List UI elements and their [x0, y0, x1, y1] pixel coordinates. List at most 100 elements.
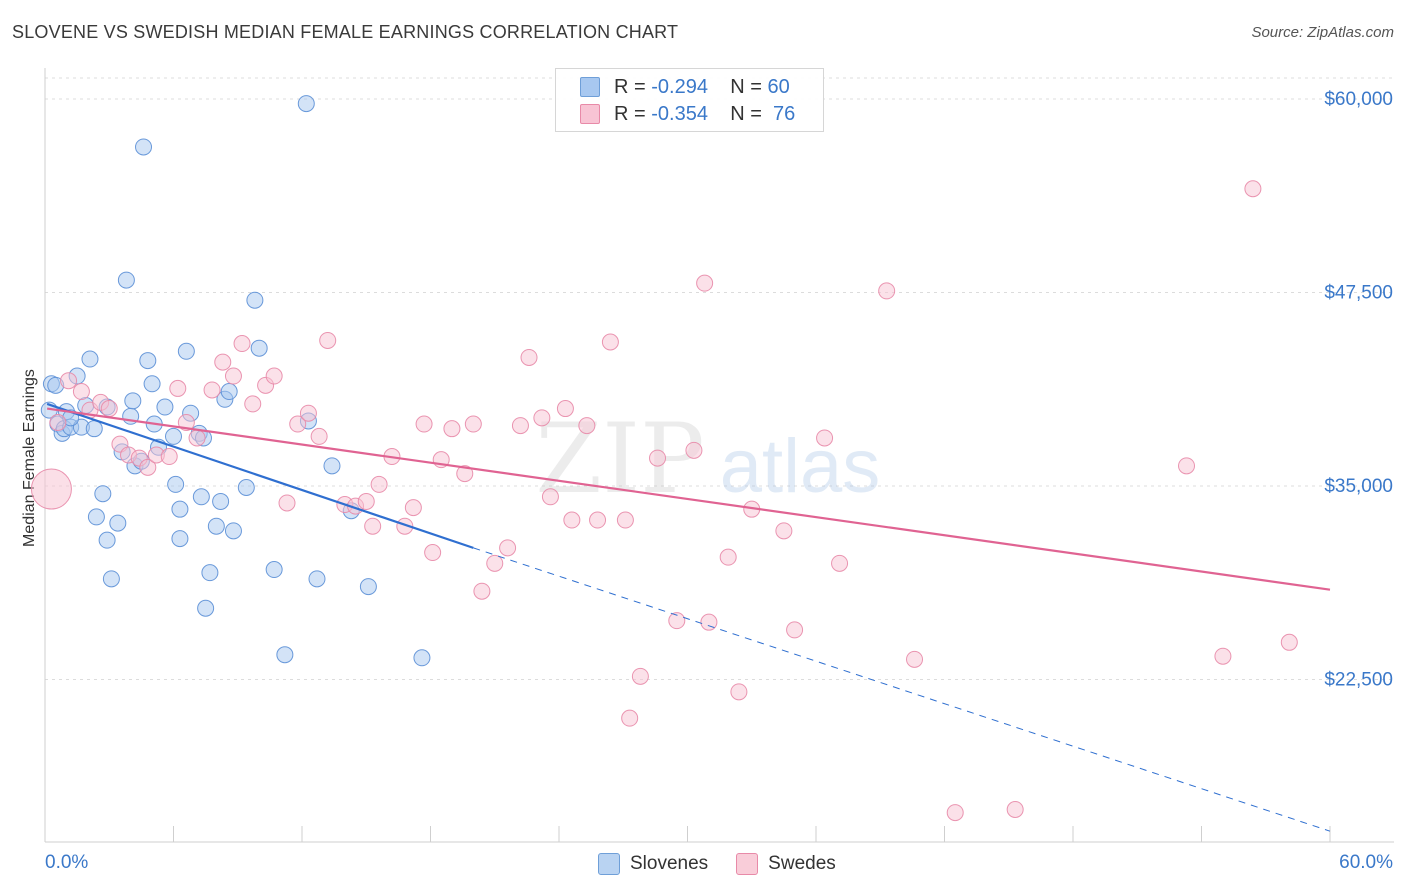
point-swedes — [244, 395, 262, 413]
point-swedes — [1214, 647, 1232, 665]
point-swedes — [357, 492, 375, 510]
stats-r-label: R = — [614, 102, 652, 125]
point-swedes — [696, 274, 714, 292]
point-swedes — [443, 420, 461, 438]
point-slovenes — [250, 339, 268, 357]
point-swedes — [415, 415, 433, 433]
point-swedes — [49, 413, 67, 431]
point-swedes — [224, 367, 242, 385]
x-tick-label: 60.0% — [1339, 852, 1393, 873]
x-tick-label: 0.0% — [45, 852, 88, 873]
point-swedes — [631, 667, 649, 685]
stats-n-label: N = — [730, 102, 768, 125]
point-swedes — [214, 353, 232, 371]
point-swedes — [203, 381, 221, 399]
point-swedes — [831, 554, 849, 572]
point-swedes — [233, 335, 251, 353]
point-slovenes — [359, 578, 377, 596]
legend-label-swedes: Swedes — [768, 853, 836, 874]
point-swedes — [1178, 457, 1196, 475]
stats-r-value: -0.354 — [651, 102, 708, 125]
point-swedes — [668, 612, 686, 630]
point-swedes — [533, 409, 551, 427]
point-slovenes — [139, 352, 157, 370]
point-swedes — [60, 372, 78, 390]
point-swedes — [310, 427, 328, 445]
point-swedes — [1244, 180, 1262, 198]
legend-swatch-slovenes — [598, 853, 620, 875]
point-swedes — [730, 683, 748, 701]
point-slovenes — [94, 485, 112, 503]
trend-line-slovenes — [46, 402, 474, 549]
point-slovenes — [81, 350, 99, 368]
point-slovenes — [171, 530, 189, 548]
point-swedes — [541, 488, 559, 506]
point-swedes — [289, 415, 307, 433]
point-slovenes — [220, 383, 238, 401]
stats-swatch-swedes — [580, 104, 600, 124]
data-points — [30, 95, 1298, 822]
point-swedes — [486, 554, 504, 572]
legend-item-slovenes[interactable]: Slovenes — [598, 853, 708, 875]
point-slovenes — [197, 599, 215, 617]
point-swedes — [589, 511, 607, 529]
point-slovenes — [165, 427, 182, 445]
point-swedes — [563, 511, 581, 529]
point-swedes — [786, 621, 804, 639]
stats-swatch-slovenes — [580, 77, 600, 97]
legend-item-swedes[interactable]: Swedes — [736, 853, 836, 875]
chart-title: SLOVENE VS SWEDISH MEDIAN FEMALE EARNING… — [12, 22, 679, 42]
point-slovenes — [135, 138, 153, 156]
y-tick-label: $47,500 — [1324, 282, 1393, 303]
point-swedes — [775, 522, 793, 540]
point-swedes — [456, 465, 474, 483]
point-slovenes — [276, 646, 294, 664]
point-swedes — [878, 282, 896, 300]
point-slovenes — [102, 570, 120, 588]
point-swedes — [578, 417, 596, 435]
point-swedes — [139, 458, 157, 476]
point-swedes — [621, 709, 639, 727]
point-swedes — [906, 650, 924, 668]
point-slovenes — [117, 271, 135, 289]
point-slovenes — [87, 508, 105, 526]
point-swedes — [169, 379, 187, 397]
point-slovenes — [177, 342, 195, 360]
gridlines — [45, 77, 1394, 680]
trend-line-swedes — [46, 407, 1331, 591]
source-label: Source: ZipAtlas.com — [1251, 24, 1394, 41]
point-swedes — [177, 413, 195, 431]
y-tick-label: $60,000 — [1324, 89, 1393, 110]
point-swedes — [616, 511, 634, 529]
point-slovenes — [246, 291, 264, 309]
stats-r-label: R = — [614, 75, 652, 98]
legend-swatch-swedes — [736, 853, 759, 875]
point-swedes — [499, 539, 517, 557]
trend-lines — [46, 402, 1331, 832]
stats-r-value: -0.294 — [651, 75, 708, 98]
point-swedes — [370, 475, 388, 493]
point-slovenes — [124, 392, 142, 410]
point-swedes — [72, 383, 90, 401]
point-swedes — [511, 417, 529, 435]
point-swedes — [188, 429, 206, 447]
point-swedes — [1280, 633, 1298, 651]
point-swedes — [30, 468, 72, 510]
point-slovenes — [85, 420, 103, 438]
point-slovenes — [237, 479, 255, 497]
point-swedes — [364, 517, 382, 535]
point-swedes — [464, 415, 482, 433]
point-swedes — [100, 400, 118, 418]
point-slovenes — [308, 570, 326, 588]
stats-n-label: N = — [730, 75, 768, 98]
watermark: ZIP atlas — [535, 403, 880, 515]
legend: Slovenes Swedes — [598, 852, 864, 876]
trend-extension-slovenes — [473, 547, 1331, 832]
point-swedes — [160, 448, 178, 466]
point-swedes — [700, 613, 718, 631]
point-swedes — [719, 548, 737, 566]
point-slovenes — [109, 514, 127, 532]
point-swedes — [319, 331, 337, 349]
point-swedes — [520, 348, 538, 366]
